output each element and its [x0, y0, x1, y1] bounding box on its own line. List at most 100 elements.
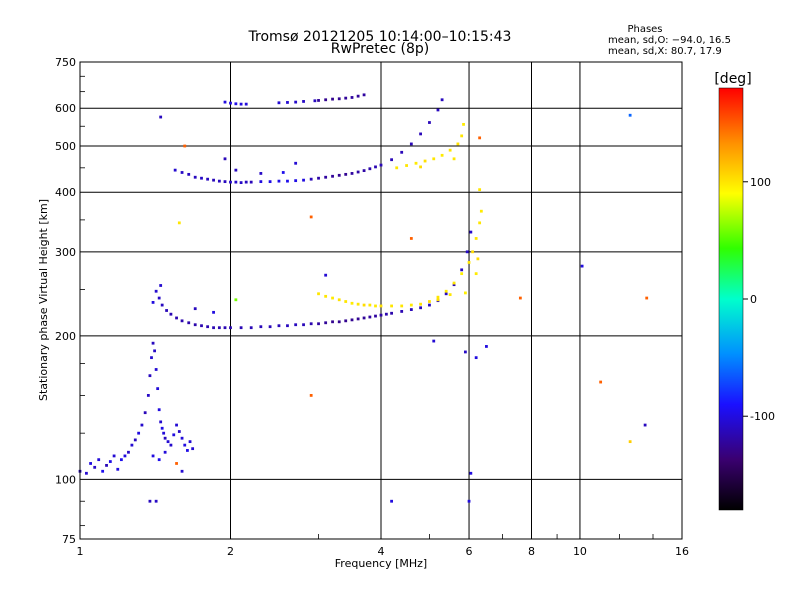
- stats-heading: Phases: [627, 24, 662, 35]
- data-point: [186, 449, 189, 452]
- data-point: [628, 440, 632, 444]
- data-point: [419, 165, 422, 169]
- data-point: [379, 313, 383, 317]
- data-point: [374, 165, 377, 169]
- data-point: [440, 153, 444, 157]
- data-point: [212, 178, 215, 182]
- data-point: [428, 121, 431, 124]
- x-tick-label: 2: [227, 545, 234, 558]
- colorbar-tick-label: 100: [750, 176, 771, 189]
- data-point: [193, 307, 197, 311]
- data-point: [344, 300, 348, 303]
- data-point: [436, 298, 440, 302]
- data-point: [409, 303, 413, 307]
- data-point: [244, 180, 248, 184]
- y-tick-label: 400: [55, 186, 76, 199]
- data-point: [151, 341, 155, 345]
- data-point: [313, 99, 317, 103]
- data-point: [324, 175, 328, 179]
- data-point: [324, 98, 328, 102]
- data-point: [173, 168, 177, 172]
- data-point: [456, 142, 460, 146]
- data-point: [165, 309, 168, 312]
- data-point: [362, 93, 366, 97]
- x-tick-label: 16: [675, 545, 689, 558]
- y-tick-label: 300: [55, 246, 76, 259]
- data-point: [518, 296, 522, 300]
- data-point: [409, 142, 413, 146]
- data-point: [356, 94, 360, 98]
- data-point: [281, 171, 285, 174]
- data-point: [294, 179, 298, 183]
- data-point: [188, 440, 192, 444]
- data-point: [180, 436, 184, 440]
- data-point: [268, 180, 272, 184]
- data-point: [156, 387, 160, 391]
- data-point: [244, 102, 248, 106]
- data-point: [362, 316, 366, 320]
- data-point: [180, 469, 184, 473]
- data-point: [467, 499, 471, 503]
- data-point: [223, 326, 227, 330]
- data-point: [474, 356, 478, 360]
- data-point: [157, 408, 161, 412]
- data-point: [356, 302, 360, 306]
- data-point: [471, 250, 475, 254]
- data-point: [432, 339, 436, 343]
- stats-line-x: mean, sd,X: 80.7, 17.9: [608, 46, 722, 57]
- data-point: [148, 374, 152, 378]
- data-point: [356, 170, 360, 174]
- data-point: [448, 293, 452, 297]
- data-point: [400, 150, 404, 154]
- data-point: [277, 179, 281, 183]
- data-point: [474, 237, 478, 240]
- data-point: [193, 323, 197, 327]
- data-point: [200, 176, 203, 180]
- data-point: [229, 101, 232, 105]
- data-point: [419, 306, 422, 310]
- data-point: [628, 113, 632, 117]
- data-point: [105, 463, 108, 467]
- data-point: [239, 102, 243, 106]
- x-tick-label: 10: [573, 545, 587, 558]
- data-point: [309, 215, 313, 219]
- data-point: [478, 136, 482, 140]
- data-point: [309, 394, 313, 397]
- data-point: [479, 209, 483, 213]
- data-point: [151, 301, 155, 304]
- data-point: [324, 273, 328, 277]
- y-tick-label: 600: [55, 102, 76, 115]
- data-point: [183, 144, 187, 148]
- data-point: [409, 237, 413, 240]
- data-point: [476, 257, 480, 261]
- data-point: [331, 296, 334, 300]
- x-tick-label: 6: [466, 545, 473, 558]
- data-point: [163, 436, 167, 440]
- data-point: [286, 179, 289, 183]
- colorbar-tick-label: -100: [750, 410, 775, 423]
- data-point: [390, 304, 393, 308]
- data-point: [452, 283, 456, 287]
- data-point: [643, 423, 647, 427]
- data-point: [200, 324, 203, 328]
- data-point: [302, 178, 305, 182]
- y-axis-ticks: 75 100 200 300 400 500 600 750: [55, 56, 85, 546]
- y-tick-label: 75: [62, 533, 76, 546]
- y-tick-label: 750: [55, 56, 76, 69]
- data-point: [428, 303, 431, 307]
- data-point: [331, 320, 334, 324]
- data-point: [374, 314, 377, 318]
- chart-title: Tromsø 20121205 10:14:00–10:15:43: [248, 29, 512, 45]
- data-point: [419, 132, 422, 136]
- data-point: [127, 450, 130, 454]
- plot-frame: [79, 61, 683, 540]
- x-tick-label: 1: [77, 545, 84, 558]
- data-point: [108, 460, 112, 463]
- data-point: [467, 261, 471, 264]
- data-point: [146, 394, 150, 397]
- data-point: [317, 322, 320, 326]
- data-point: [234, 180, 238, 184]
- data-point: [239, 181, 243, 185]
- data-point: [160, 303, 164, 307]
